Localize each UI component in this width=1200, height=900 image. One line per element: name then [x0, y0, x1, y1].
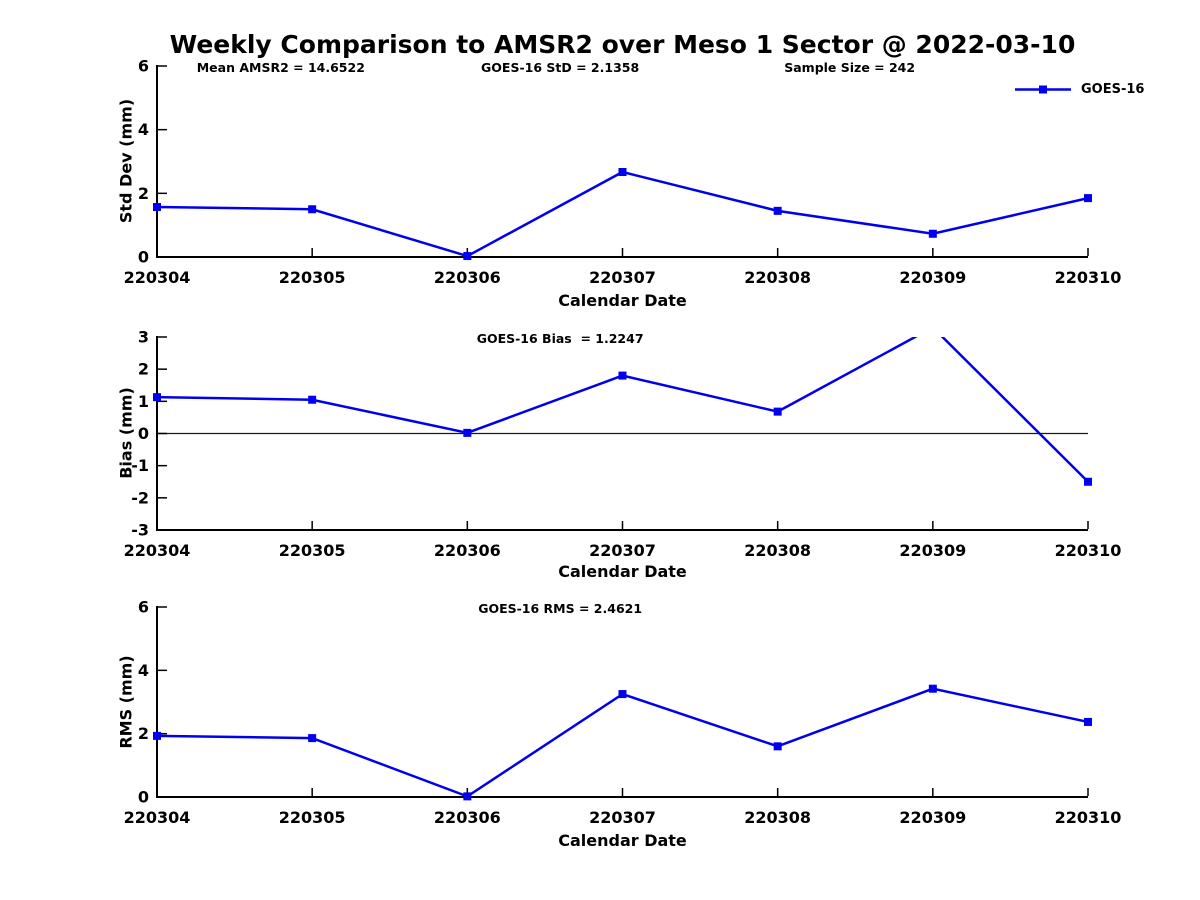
stat-annotation: GOES-16 RMS = 2.4621	[478, 601, 643, 616]
y-tick-label: 0	[138, 424, 149, 443]
x-tick-label: 220305	[279, 808, 346, 827]
x-tick-label: 220304	[124, 268, 191, 287]
x-tick-label: 220304	[124, 808, 191, 827]
y-tick-label: -2	[131, 488, 149, 507]
y-tick-label: 1	[138, 392, 149, 411]
ylabel-rms: RMS (mm)	[116, 655, 136, 749]
data-line-goes-16	[157, 337, 1089, 483]
stat-annotation: Sample Size = 242	[784, 60, 916, 75]
x-tick-label: 220306	[434, 541, 501, 560]
y-tick-label: 2	[138, 184, 149, 203]
y-tick-label: 4	[138, 120, 149, 139]
data-marker	[773, 742, 782, 751]
data-line-goes-16	[157, 687, 1089, 798]
data-marker	[463, 792, 472, 801]
data-marker	[928, 229, 937, 238]
x-tick-label: 220306	[434, 808, 501, 827]
x-tick-label: 220310	[1055, 268, 1122, 287]
xlabel-calendar-date-3: Calendar Date	[558, 831, 687, 850]
y-tick-label: 4	[138, 661, 149, 680]
y-tick-label: 3	[138, 328, 149, 347]
x-tick-label: 220309	[899, 268, 966, 287]
data-marker	[773, 407, 782, 416]
y-tick-label: 2	[138, 360, 149, 379]
y-tick-label: 2	[138, 724, 149, 743]
x-tick-label: 220307	[589, 268, 656, 287]
stat-annotation: GOES-16 Bias = 1.2247	[476, 331, 644, 346]
figure-title: Weekly Comparison to AMSR2 over Meso 1 S…	[169, 30, 1076, 59]
x-tick-label: 220310	[1055, 541, 1122, 560]
y-tick-label: 6	[138, 57, 149, 76]
ylabel-std-dev: Std Dev (mm)	[116, 98, 136, 224]
data-marker	[308, 395, 317, 404]
data-marker	[153, 393, 161, 402]
x-tick-label: 220310	[1055, 808, 1122, 827]
data-marker	[1084, 194, 1092, 203]
y-tick-label: 0	[138, 788, 149, 807]
data-marker	[1084, 717, 1092, 726]
x-tick-label: 220309	[899, 808, 966, 827]
data-marker	[618, 168, 627, 177]
x-tick-label: 220308	[744, 268, 811, 287]
x-tick-label: 220307	[589, 541, 656, 560]
data-marker	[153, 203, 161, 212]
data-marker	[928, 684, 937, 693]
x-tick-label: 220306	[434, 268, 501, 287]
stat-annotation: Mean AMSR2 = 14.6522	[196, 60, 365, 75]
x-tick-label: 220307	[589, 808, 656, 827]
data-marker	[618, 371, 627, 380]
x-tick-label: 220305	[279, 268, 346, 287]
x-tick-label: 220308	[744, 808, 811, 827]
data-marker	[1084, 477, 1092, 486]
x-tick-label: 220304	[124, 541, 191, 560]
data-marker	[618, 690, 627, 699]
y-tick-label: 6	[138, 598, 149, 617]
data-marker	[463, 428, 472, 437]
legend: GOES-16	[1014, 82, 1144, 97]
y-tick-label: 0	[138, 248, 149, 267]
data-marker	[153, 731, 161, 740]
xlabel-calendar-date-1: Calendar Date	[558, 291, 687, 310]
ylabel-bias: Bias (mm)	[116, 387, 136, 479]
data-marker	[463, 252, 472, 261]
x-tick-label: 220308	[744, 541, 811, 560]
xlabel-calendar-date-2: Calendar Date	[558, 562, 687, 581]
x-tick-label: 220309	[899, 541, 966, 560]
y-tick-label: -3	[131, 521, 149, 540]
data-marker	[308, 205, 317, 214]
stat-annotation: GOES-16 StD = 2.1358	[481, 60, 640, 75]
data-marker	[773, 206, 782, 215]
data-line-goes-16	[157, 170, 1089, 258]
x-tick-label: 220305	[279, 541, 346, 560]
legend-series-label: GOES-16	[1081, 82, 1145, 97]
data-marker	[308, 734, 317, 743]
legend-line-sample-icon	[1015, 85, 1071, 94]
y-tick-label: -1	[131, 456, 149, 475]
